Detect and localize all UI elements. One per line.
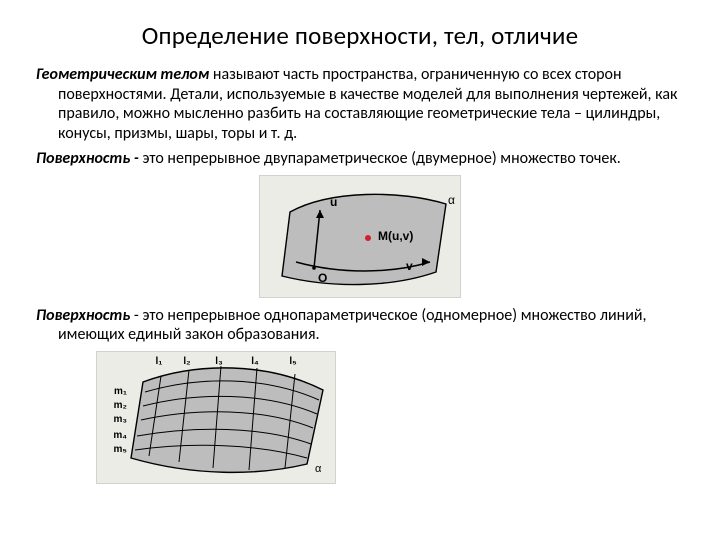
- p3-rest: - это непрерывное однопараметрическое (о…: [58, 306, 646, 345]
- p1-lead: Геометрическим телом: [36, 65, 209, 84]
- svg-text:m₅: m₅: [114, 444, 128, 455]
- svg-text:α: α: [448, 193, 455, 207]
- svg-text:l₅: l₅: [289, 356, 297, 367]
- p2-rest: это непрерывное двупараметрическое (двум…: [139, 149, 621, 168]
- svg-text:α: α: [315, 463, 322, 475]
- figure-2: l₁ l₂ l₃ l₄ l₅ m₁ m₂ m₃ m₄ m₅ α: [96, 351, 336, 484]
- p2-lead: Поверхность -: [36, 149, 139, 168]
- svg-text:m₂: m₂: [114, 400, 127, 411]
- svg-text:l₂: l₂: [183, 356, 190, 367]
- svg-text:m₄: m₄: [113, 430, 127, 441]
- figure-1-container: u v O M(u,v) α: [36, 175, 684, 298]
- page-title: Определение поверхности, тел, отличие: [36, 20, 684, 51]
- svg-text:u: u: [330, 195, 337, 209]
- svg-text:O: O: [318, 271, 327, 285]
- figure-1: u v O M(u,v) α: [259, 175, 461, 298]
- paragraph-3: Поверхность - это непрерывное однопараме…: [36, 306, 684, 345]
- svg-text:l₄: l₄: [251, 356, 259, 367]
- svg-text:l₁: l₁: [156, 356, 163, 367]
- paragraph-1: Геометрическим телом называют часть прос…: [36, 65, 684, 143]
- svg-text:v: v: [406, 259, 413, 273]
- p3-lead: Поверхность: [36, 306, 130, 325]
- paragraph-2: Поверхность - это непрерывное двупарамет…: [36, 149, 684, 169]
- figure-2-container: l₁ l₂ l₃ l₄ l₅ m₁ m₂ m₃ m₄ m₅ α: [96, 351, 720, 484]
- svg-text:m₃: m₃: [113, 414, 127, 425]
- svg-text:m₁: m₁: [114, 386, 127, 397]
- svg-text:M(u,v): M(u,v): [378, 229, 413, 243]
- svg-text:l₃: l₃: [215, 356, 223, 367]
